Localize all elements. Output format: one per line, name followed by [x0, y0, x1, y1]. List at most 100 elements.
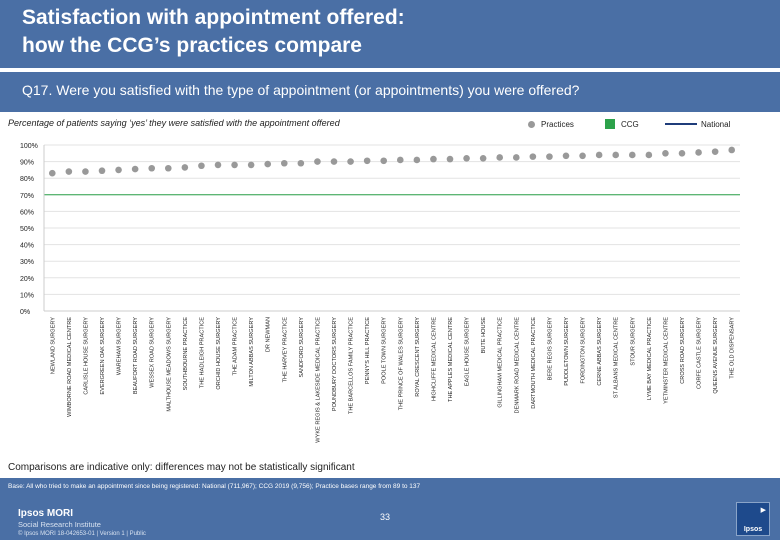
x-tick-label: QUEENS AVENUE SURGERY [713, 317, 719, 394]
x-tick-label: NEWLAND SURGERY [50, 317, 56, 374]
y-tick-label: 80% [20, 176, 34, 183]
x-tick-label: MILTON ABBAS SURGERY [249, 317, 255, 387]
practice-point [695, 149, 702, 156]
practice-point [330, 158, 338, 165]
legend-practices-swatch [528, 120, 535, 128]
practice-point [297, 159, 305, 167]
y-tick-label: 10% [20, 292, 34, 299]
practice-point [280, 159, 288, 167]
y-tick-label: 50% [20, 226, 34, 233]
y-tick-label: 100% [20, 143, 38, 150]
reference-lines [43, 145, 740, 312]
practice-point [314, 158, 321, 165]
y-tick-label: 90% [20, 160, 34, 167]
x-tick-label: ORCHID HOUSE SURGERY [216, 317, 222, 390]
x-tick-label: HIGHCLIFFE MEDICAL CENTRE [431, 317, 437, 401]
practice-point [198, 162, 205, 170]
practice-point [396, 156, 404, 164]
chart-subtitle: Percentage of patients saying ‘yes’ they… [8, 118, 340, 128]
x-tick-label: GILLINGHAM MEDICAL PRACTICE [498, 317, 504, 408]
x-tick-label: YETMINSTER MEDICAL CENTRE [663, 317, 669, 404]
practice-point [131, 165, 139, 173]
x-tick-label: PENNY'S HILL PRACTICE [365, 317, 371, 384]
title-banner: Satisfaction with appointment offered: h… [0, 0, 780, 68]
practice-point [546, 153, 553, 160]
page-number: 33 [380, 512, 391, 522]
x-tick-label: DENMARK ROAD MEDICAL CENTRE [514, 317, 520, 414]
practice-point [115, 166, 122, 174]
gridlines [44, 144, 740, 312]
practice-point [247, 161, 255, 169]
y-tick-label: 40% [20, 243, 34, 250]
x-tick-label: WESSEX ROAD SURGERY [150, 317, 156, 388]
x-tick-label: POOLE TOWN SURGERY [382, 317, 388, 384]
x-tick-label: PUDDLETOWN SURGERY [564, 317, 570, 386]
footer-banner: Base: All who tried to make an appointme… [0, 478, 780, 540]
practice-point [413, 156, 421, 164]
practice-point [645, 151, 653, 159]
brand-name: Ipsos MORI [18, 508, 74, 519]
x-tick-label: THE HADLEIGH PRACTICE [199, 317, 205, 388]
practice-point [628, 151, 636, 159]
y-axis-ticks: 100% 90% 80% 70% 60% 50% 40% 30% 20% 10% 0% [20, 143, 38, 316]
practice-point [728, 146, 736, 154]
practice-point [380, 157, 388, 165]
satisfaction-chart: 100% 90% 80% 70% 60% 50% 40% 30% 20% 10% 0% NEWLAN… [20, 143, 740, 443]
x-axis-labels: NEWLAND SURGERY WIMBORNE ROAD MEDICAL CEN… [50, 317, 735, 443]
x-tick-label: CARLISLE HOUSE SURGERY [83, 317, 89, 395]
y-tick-label: 0% [20, 309, 30, 316]
question-banner: Q17. Were you satisfied with the type of… [0, 72, 780, 112]
x-tick-label: THE ADAM PRACTICE [233, 317, 239, 376]
x-tick-label: STOUR SURGERY [630, 317, 636, 366]
y-tick-label: 30% [20, 259, 34, 266]
practice-point [48, 169, 56, 177]
x-tick-label: CROSS ROAD SURGERY [680, 317, 686, 384]
practice-point [430, 155, 437, 163]
practice-point [347, 158, 354, 165]
x-tick-label: BUTE HOUSE [481, 317, 487, 354]
practice-point [164, 164, 172, 172]
x-tick-label: BEAUFORT ROAD SURGERY [133, 317, 139, 394]
practice-point [612, 151, 620, 159]
x-tick-label: MALTHOUSE MEADOWS SURGERY [166, 317, 172, 412]
ipsos-logo: ▶ Ipsos [736, 502, 770, 536]
page-title-line-2: how the CCG’s practices compare [22, 34, 362, 57]
practice-point [579, 152, 586, 160]
base-note: Base: All who tried to make an appointme… [8, 483, 421, 490]
practice-point [496, 154, 504, 161]
y-tick-label: 70% [20, 193, 34, 200]
practice-point [512, 154, 520, 161]
y-tick-label: 20% [20, 276, 34, 283]
x-tick-label: THE PRINCE OF WALES SURGERY [398, 317, 404, 411]
practice-point [595, 151, 603, 159]
practice-point [65, 168, 73, 175]
x-tick-label: LYME BAY MEDICAL PRACTICE [647, 317, 653, 400]
x-tick-label: DARTMOUTH MEDICAL PRACTICE [531, 317, 537, 409]
practice-point [98, 167, 106, 175]
x-tick-label: DR NEWMAN [266, 317, 272, 352]
legend-item-practices: Practices [528, 117, 574, 131]
practice-point [181, 164, 189, 171]
x-tick-label: THE OLD DISPENSARY [730, 317, 736, 379]
chart-legend: Practices CCG National [0, 117, 780, 131]
practice-point [711, 148, 719, 155]
legend-item-ccg: CCG [605, 117, 639, 131]
legend-national-label: National [701, 119, 731, 129]
practice-point [662, 150, 669, 157]
y-tick-label: 60% [20, 209, 34, 216]
practice-point [463, 154, 470, 162]
copyright-text: © Ipsos MORI 18-042653-01 | Version 1 | … [18, 531, 146, 537]
x-tick-label: SOUTHBOURNE PRACTICE [183, 317, 189, 391]
practice-point [148, 164, 156, 172]
practice-point [479, 154, 487, 162]
legend-item-national: National [665, 117, 730, 131]
practice-point [231, 161, 238, 169]
practice-point [678, 150, 686, 157]
x-tick-label: WYKE REGIS & LAKESIDE MEDICAL PRACTICE [315, 317, 321, 443]
practice-points [48, 146, 736, 177]
x-tick-label: SANDFORD SURGERY [299, 317, 305, 378]
x-tick-label: ST ALBANS MEDICAL CENTRE [614, 317, 620, 398]
page-title-line-1: Satisfaction with appointment offered: [22, 6, 405, 29]
practice-point [446, 155, 454, 163]
practice-point [82, 168, 89, 175]
